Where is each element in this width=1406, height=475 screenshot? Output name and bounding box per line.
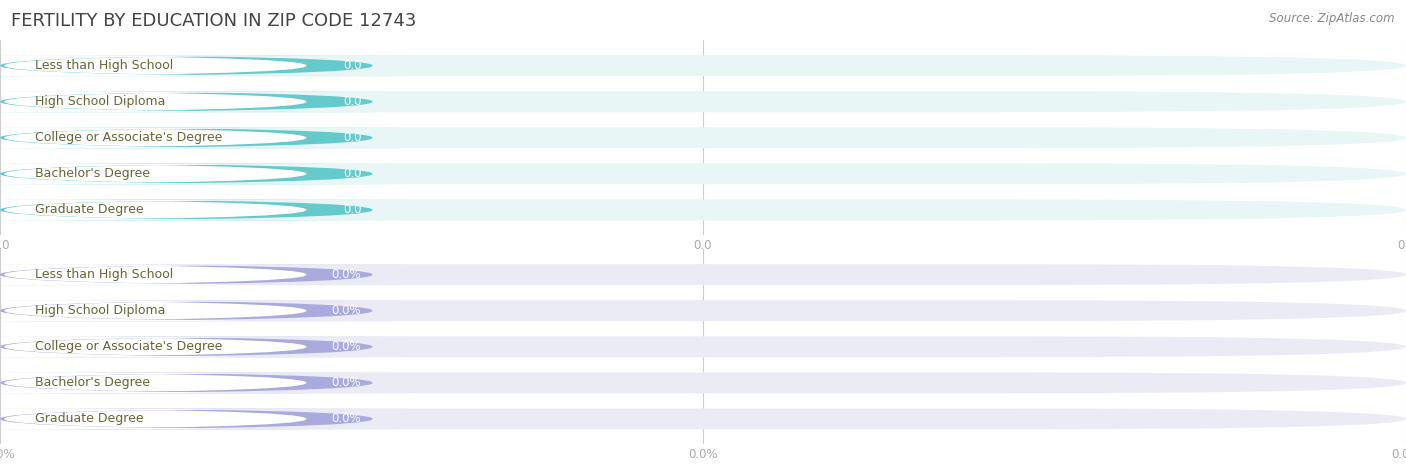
- FancyBboxPatch shape: [0, 264, 408, 285]
- Text: 0.0%: 0.0%: [332, 412, 361, 426]
- FancyBboxPatch shape: [0, 372, 1406, 393]
- FancyBboxPatch shape: [0, 91, 408, 112]
- FancyBboxPatch shape: [0, 91, 1406, 112]
- Text: FERTILITY BY EDUCATION IN ZIP CODE 12743: FERTILITY BY EDUCATION IN ZIP CODE 12743: [11, 12, 416, 30]
- Text: Less than High School: Less than High School: [35, 59, 173, 72]
- Text: Source: ZipAtlas.com: Source: ZipAtlas.com: [1270, 12, 1395, 25]
- FancyBboxPatch shape: [0, 408, 408, 429]
- FancyBboxPatch shape: [0, 336, 1406, 357]
- Text: College or Associate's Degree: College or Associate's Degree: [35, 340, 222, 353]
- Text: Less than High School: Less than High School: [35, 268, 173, 281]
- FancyBboxPatch shape: [0, 300, 408, 321]
- FancyBboxPatch shape: [0, 200, 408, 220]
- FancyBboxPatch shape: [0, 55, 1406, 76]
- Text: 0.0%: 0.0%: [332, 304, 361, 317]
- Text: 0.0: 0.0: [343, 59, 361, 72]
- Text: 0.0: 0.0: [343, 203, 361, 217]
- FancyBboxPatch shape: [0, 300, 408, 321]
- FancyBboxPatch shape: [0, 91, 408, 112]
- FancyBboxPatch shape: [0, 55, 408, 76]
- Text: Bachelor's Degree: Bachelor's Degree: [35, 376, 150, 390]
- Text: 0.0: 0.0: [343, 131, 361, 144]
- FancyBboxPatch shape: [0, 55, 408, 76]
- Text: High School Diploma: High School Diploma: [35, 304, 166, 317]
- FancyBboxPatch shape: [0, 127, 1406, 148]
- Text: College or Associate's Degree: College or Associate's Degree: [35, 131, 222, 144]
- FancyBboxPatch shape: [0, 200, 1406, 220]
- FancyBboxPatch shape: [0, 408, 408, 429]
- Text: Bachelor's Degree: Bachelor's Degree: [35, 167, 150, 180]
- Text: 0.0%: 0.0%: [332, 340, 361, 353]
- FancyBboxPatch shape: [0, 336, 408, 357]
- FancyBboxPatch shape: [0, 264, 408, 285]
- Text: 0.0: 0.0: [343, 95, 361, 108]
- Text: 0.0: 0.0: [343, 167, 361, 180]
- FancyBboxPatch shape: [0, 200, 408, 220]
- FancyBboxPatch shape: [0, 163, 408, 184]
- FancyBboxPatch shape: [0, 163, 408, 184]
- Text: High School Diploma: High School Diploma: [35, 95, 166, 108]
- Text: 0.0%: 0.0%: [332, 376, 361, 390]
- FancyBboxPatch shape: [0, 372, 408, 393]
- FancyBboxPatch shape: [0, 408, 1406, 429]
- FancyBboxPatch shape: [0, 264, 1406, 285]
- FancyBboxPatch shape: [0, 300, 1406, 321]
- FancyBboxPatch shape: [0, 127, 408, 148]
- FancyBboxPatch shape: [0, 163, 1406, 184]
- FancyBboxPatch shape: [0, 336, 408, 357]
- FancyBboxPatch shape: [0, 127, 408, 148]
- Text: 0.0%: 0.0%: [332, 268, 361, 281]
- Text: Graduate Degree: Graduate Degree: [35, 203, 143, 217]
- FancyBboxPatch shape: [0, 372, 408, 393]
- Text: Graduate Degree: Graduate Degree: [35, 412, 143, 426]
